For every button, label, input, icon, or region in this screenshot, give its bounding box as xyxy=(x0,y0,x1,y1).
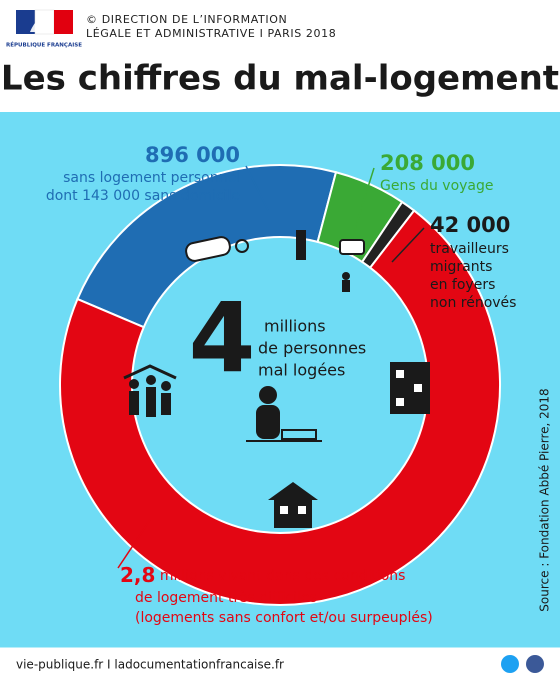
leader-lines xyxy=(117,165,425,569)
twitter-icon[interactable] xyxy=(501,655,519,673)
icon-house xyxy=(268,482,318,528)
icon-hotel xyxy=(185,230,306,262)
segment-description: migrants xyxy=(430,259,492,275)
center-number: 4 xyxy=(189,282,256,394)
segment-description: en foyers xyxy=(430,277,495,293)
value-label: 208 000 xyxy=(380,151,475,175)
value-label: 42 000 xyxy=(430,213,510,237)
center-text: de personnes xyxy=(258,339,366,358)
icon-building xyxy=(390,362,430,414)
chart-title: Les chiffres du mal-logement xyxy=(1,59,559,99)
segment-description: sans logement personnel xyxy=(63,170,240,186)
segment-description: millions vivant dans des conditions xyxy=(155,568,405,584)
value-label: 2,8 xyxy=(120,563,155,587)
icon-family xyxy=(123,364,177,417)
header-line: LÉGALE ET ADMINISTRATIVE I PARIS 2018 xyxy=(86,27,336,40)
segment-description: de logement très difficiles xyxy=(135,590,317,606)
footer-links: vie-publique.fr I ladocumentationfrancai… xyxy=(16,658,284,672)
logo xyxy=(16,9,73,35)
icon-person xyxy=(246,386,322,442)
segment-description: non rénovés xyxy=(430,295,516,311)
center-text: millions xyxy=(264,317,326,336)
segment-description: Gens du voyage xyxy=(380,178,494,194)
segment-description: travailleurs xyxy=(430,241,509,257)
segment-description: (logements sans confort et/ou surpeuplés… xyxy=(135,610,433,626)
icon-caravan xyxy=(339,239,365,292)
facebook-icon[interactable] xyxy=(526,655,544,673)
source: Source : Fondation Abbé Pierre, 2018 xyxy=(538,388,552,611)
segment-description: dont 143 000 sans domicile xyxy=(46,188,240,204)
header-line: © DIRECTION DE L’INFORMATION xyxy=(86,13,287,26)
org-name: RÉPUBLIQUE FRANÇAISE xyxy=(6,41,82,49)
center-text: mal logées xyxy=(258,361,345,380)
segment-label: 2,8 millions vivant dans des conditions xyxy=(120,563,405,587)
donut-segment xyxy=(59,209,501,606)
value-label: 896 000 xyxy=(145,143,240,167)
